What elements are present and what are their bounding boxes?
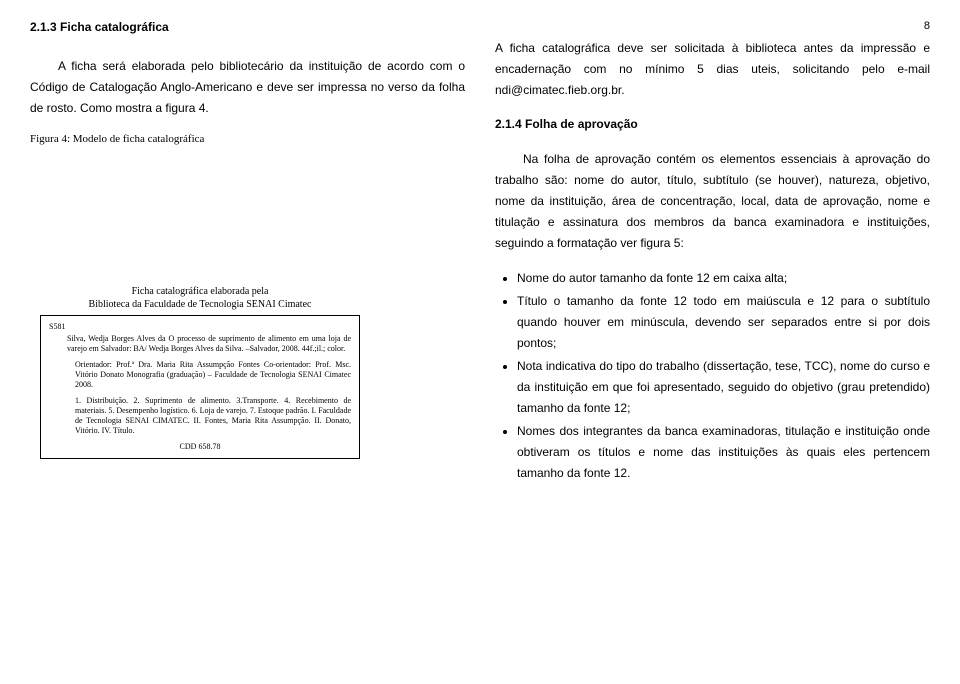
left-column: 2.1.3 Ficha catalográfica A ficha será e…	[30, 20, 465, 486]
ficha-block-3: 1. Distribuição. 2. Suprimento de alimen…	[49, 396, 351, 436]
bullet-item: Nota indicativa do tipo do trabalho (dis…	[517, 356, 930, 419]
ficha-header-line2: Biblioteca da Faculdade de Tecnologia SE…	[89, 299, 312, 310]
ficha-cdd: CDD 658.78	[49, 442, 351, 452]
ficha-header-line1: Ficha catalográfica elaborada pela	[132, 286, 269, 297]
right-paragraph-1: A ficha catalográfica deve ser solicitad…	[495, 38, 930, 101]
document-page: 2.1.3 Ficha catalográfica A ficha será e…	[0, 0, 960, 496]
ficha-block-1: Silva, Wedja Borges Alves da O processo …	[49, 334, 351, 354]
right-column: 8 A ficha catalográfica deve ser solicit…	[495, 20, 930, 486]
ficha-box: S581 Silva, Wedja Borges Alves da O proc…	[40, 315, 360, 459]
ficha-code: S581	[49, 322, 351, 332]
section-heading-213: 2.1.3 Ficha catalográfica	[30, 20, 465, 34]
figure-caption: Figura 4: Modelo de ficha catalográfica	[30, 133, 465, 145]
ficha-header: Ficha catalográfica elaborada pela Bibli…	[40, 285, 360, 311]
ficha-container: Ficha catalográfica elaborada pela Bibli…	[40, 285, 360, 459]
bullet-item: Nome do autor tamanho da fonte 12 em cai…	[517, 268, 930, 289]
section-heading-214: 2.1.4 Folha de aprovação	[495, 117, 930, 131]
bullet-item: Nomes dos integrantes da banca examinado…	[517, 421, 930, 484]
right-paragraph-2: Na folha de aprovação contém os elemento…	[495, 149, 930, 254]
left-paragraph-1: A ficha será elaborada pelo bibliotecári…	[30, 56, 465, 119]
ficha-block-2: Orientador: Prof.ª Dra. Maria Rita Assum…	[49, 360, 351, 390]
bullet-item: Título o tamanho da fonte 12 todo em mai…	[517, 291, 930, 354]
page-number: 8	[495, 20, 930, 32]
bullet-list: Nome do autor tamanho da fonte 12 em cai…	[517, 268, 930, 484]
